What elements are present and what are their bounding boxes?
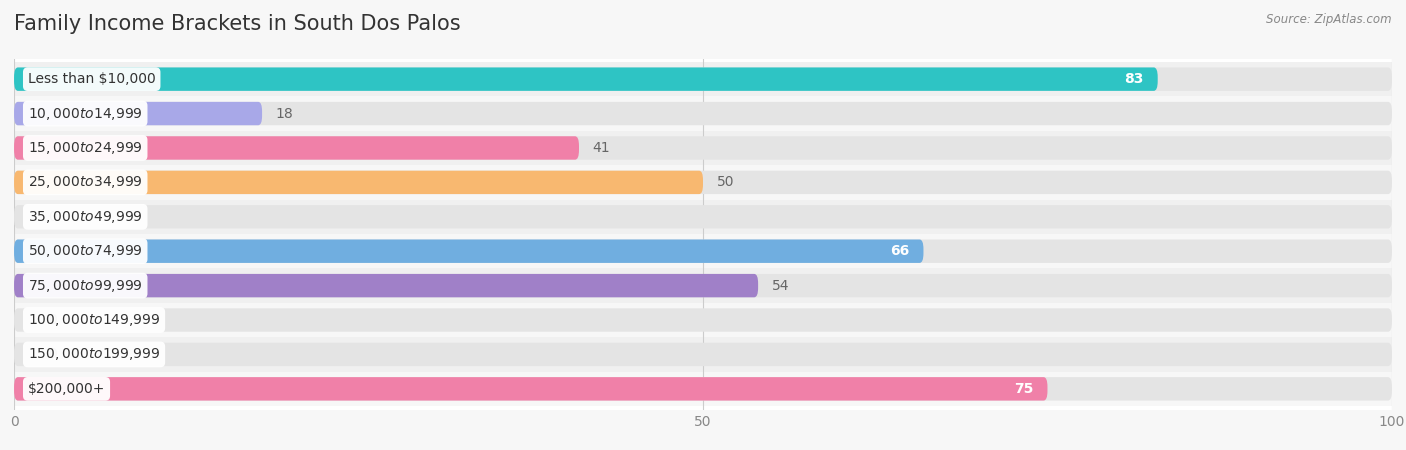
Text: $75,000 to $99,999: $75,000 to $99,999 — [28, 278, 142, 293]
FancyBboxPatch shape — [14, 136, 1392, 160]
Text: $150,000 to $199,999: $150,000 to $199,999 — [28, 346, 160, 362]
Bar — [14, 303, 1392, 337]
Text: 0: 0 — [48, 210, 58, 224]
Bar — [14, 62, 1392, 96]
FancyBboxPatch shape — [14, 136, 579, 160]
Text: 0: 0 — [48, 313, 58, 327]
Text: 75: 75 — [1014, 382, 1033, 396]
Bar — [14, 165, 1392, 200]
Text: 0: 0 — [48, 347, 58, 361]
Text: 83: 83 — [1125, 72, 1144, 86]
FancyBboxPatch shape — [14, 205, 1392, 229]
Text: 54: 54 — [772, 279, 789, 292]
Text: $100,000 to $149,999: $100,000 to $149,999 — [28, 312, 160, 328]
FancyBboxPatch shape — [14, 102, 1392, 125]
Bar — [14, 337, 1392, 372]
Text: $10,000 to $14,999: $10,000 to $14,999 — [28, 106, 142, 122]
FancyBboxPatch shape — [14, 239, 924, 263]
FancyBboxPatch shape — [14, 377, 1392, 400]
FancyBboxPatch shape — [14, 377, 1047, 400]
Text: $200,000+: $200,000+ — [28, 382, 105, 396]
Text: $25,000 to $34,999: $25,000 to $34,999 — [28, 175, 142, 190]
Bar — [14, 234, 1392, 268]
FancyBboxPatch shape — [14, 171, 703, 194]
Bar — [14, 372, 1392, 406]
Text: Family Income Brackets in South Dos Palos: Family Income Brackets in South Dos Palo… — [14, 14, 461, 33]
Text: $50,000 to $74,999: $50,000 to $74,999 — [28, 243, 142, 259]
Bar — [14, 96, 1392, 131]
Text: Less than $10,000: Less than $10,000 — [28, 72, 156, 86]
Bar — [14, 200, 1392, 234]
FancyBboxPatch shape — [14, 308, 1392, 332]
Text: 18: 18 — [276, 107, 294, 121]
FancyBboxPatch shape — [14, 343, 1392, 366]
Bar — [14, 268, 1392, 303]
Text: Source: ZipAtlas.com: Source: ZipAtlas.com — [1267, 14, 1392, 27]
Bar — [14, 131, 1392, 165]
FancyBboxPatch shape — [14, 102, 262, 125]
Text: $15,000 to $24,999: $15,000 to $24,999 — [28, 140, 142, 156]
FancyBboxPatch shape — [14, 274, 1392, 297]
FancyBboxPatch shape — [14, 171, 1392, 194]
Text: $35,000 to $49,999: $35,000 to $49,999 — [28, 209, 142, 225]
Text: 66: 66 — [890, 244, 910, 258]
FancyBboxPatch shape — [14, 239, 1392, 263]
FancyBboxPatch shape — [14, 274, 758, 297]
Text: 50: 50 — [717, 176, 734, 189]
FancyBboxPatch shape — [14, 68, 1392, 91]
FancyBboxPatch shape — [14, 68, 1157, 91]
Text: 41: 41 — [593, 141, 610, 155]
